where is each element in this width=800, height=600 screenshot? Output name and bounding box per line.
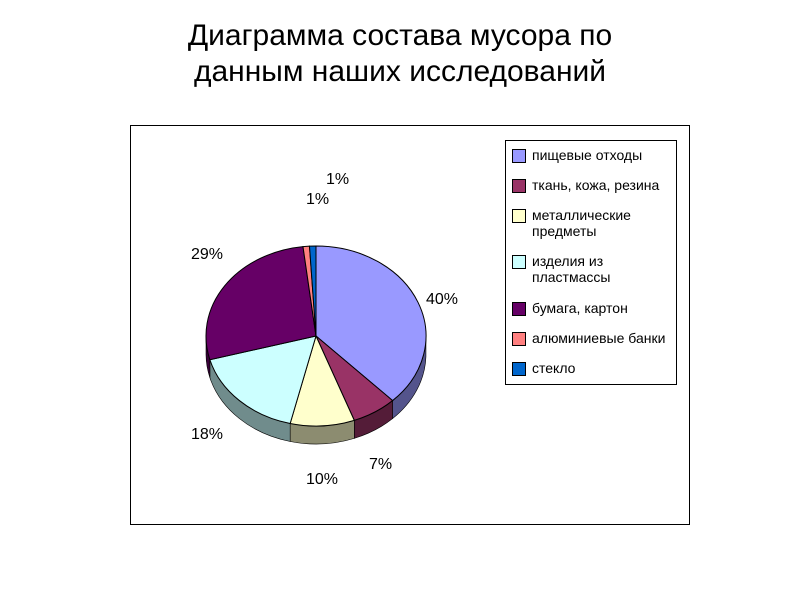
title-line-1: Диаграмма состава мусора по — [188, 19, 612, 52]
legend-swatch — [512, 255, 526, 269]
slice-percent-label-4: 29% — [191, 246, 223, 264]
legend-item-5: алюминиевые банки — [512, 330, 670, 346]
legend-item-3: изделия из пластмассы — [512, 253, 670, 285]
slide-title: Диаграмма состава мусора по данным наших… — [0, 0, 800, 90]
legend-label: стекло — [532, 360, 575, 376]
slice-percent-label-3: 18% — [191, 426, 223, 444]
legend-item-6: стекло — [512, 360, 670, 376]
slice-percent-label-0: 40% — [426, 291, 458, 309]
slide: Диаграмма состава мусора по данным наших… — [0, 0, 800, 600]
legend-item-0: пищевые отходы — [512, 147, 670, 163]
legend-item-4: бумага, картон — [512, 300, 670, 316]
chart-container: 40% 7% 10% 18% 29% 1% 1% пищевые отходы ткань, … — [130, 125, 690, 525]
legend-swatch — [512, 302, 526, 316]
slice-percent-label-5: 1% — [306, 191, 329, 209]
legend-item-2: металлические предметы — [512, 207, 670, 239]
legend-swatch — [512, 149, 526, 163]
legend-label: металлические предметы — [532, 207, 670, 239]
legend-label: изделия из пластмассы — [532, 253, 670, 285]
title-line-2: данным наших исследований — [194, 55, 606, 88]
legend-swatch — [512, 209, 526, 223]
slice-percent-label-1: 7% — [369, 456, 392, 474]
slice-percent-label-6: 1% — [326, 171, 349, 189]
legend-label: ткань, кожа, резина — [532, 177, 659, 193]
legend: пищевые отходы ткань, кожа, резина металли… — [505, 140, 677, 385]
legend-label: бумага, картон — [532, 300, 628, 316]
legend-item-1: ткань, кожа, резина — [512, 177, 670, 193]
legend-label: алюминиевые банки — [532, 330, 665, 346]
legend-label: пищевые отходы — [532, 147, 642, 163]
legend-swatch — [512, 362, 526, 376]
legend-swatch — [512, 332, 526, 346]
pie-chart — [186, 221, 446, 461]
slice-percent-label-2: 10% — [306, 471, 338, 489]
legend-swatch — [512, 179, 526, 193]
